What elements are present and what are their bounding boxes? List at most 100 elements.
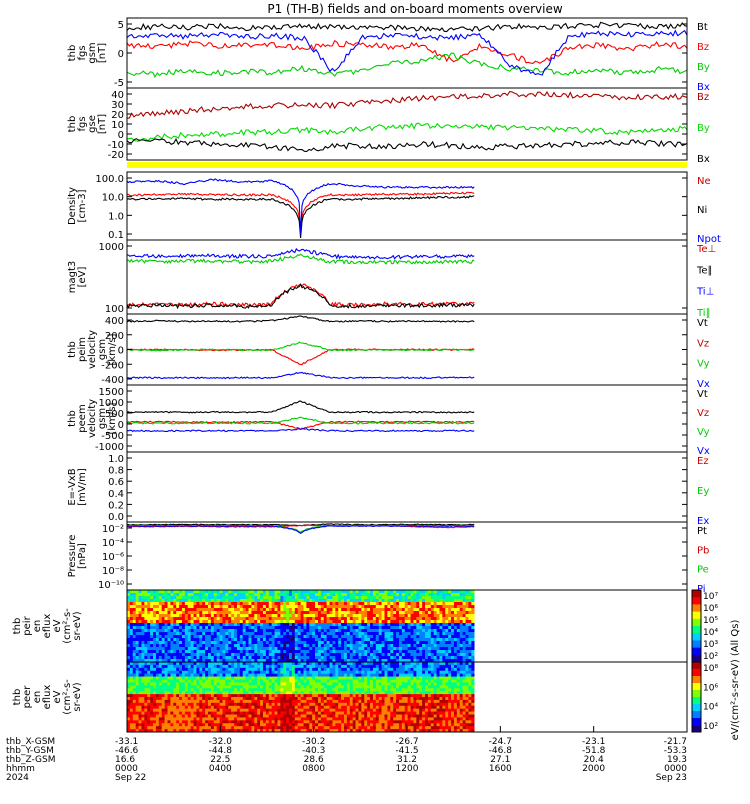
spectrogram-cell — [303, 641, 306, 644]
spectrogram-cell — [246, 620, 249, 623]
spectrogram-cell — [448, 626, 451, 629]
spectrogram-cell — [327, 726, 330, 729]
spectrogram-cell — [437, 635, 440, 638]
spectrogram-cell — [445, 650, 448, 653]
spectrogram-cell — [298, 605, 301, 608]
spectrogram-cell — [147, 720, 150, 723]
spectrogram-cell — [463, 650, 466, 653]
spectrogram-cell — [194, 700, 197, 703]
spectrogram-cell — [405, 617, 408, 620]
spectrogram-cell — [170, 703, 173, 706]
spectrogram-cell — [156, 614, 159, 617]
spectrogram-cell — [460, 623, 463, 626]
spectrogram-cell — [277, 717, 280, 720]
spectrogram-cell — [188, 608, 191, 611]
spectrogram-cell — [321, 629, 324, 632]
spectrogram-cell — [286, 617, 289, 620]
spectrogram-cell — [237, 703, 240, 706]
spectrogram-cell — [217, 691, 220, 694]
spectrogram-cell — [225, 712, 228, 715]
spectrogram-cell — [266, 700, 269, 703]
spectrogram-cell — [413, 596, 416, 599]
spectrogram-cell — [272, 717, 275, 720]
spectrogram-cell — [411, 635, 414, 638]
spectrogram-cell — [315, 709, 318, 712]
spectrogram-cell — [275, 688, 278, 691]
spectrogram-cell — [350, 688, 353, 691]
spectrogram-cell — [156, 599, 159, 602]
spectrogram-cell — [185, 605, 188, 608]
spectrogram-cell — [327, 680, 330, 683]
spectrogram-cell — [188, 717, 191, 720]
spectrogram-cell — [249, 703, 252, 706]
spectrogram-cell — [173, 668, 176, 671]
spectrogram-cell — [217, 632, 220, 635]
spectrogram-cell — [286, 720, 289, 723]
spectrogram-cell — [272, 715, 275, 718]
spectrogram-cell — [341, 726, 344, 729]
spectrogram-cell — [188, 632, 191, 635]
spectrogram-cell — [170, 602, 173, 605]
spectrogram-cell — [283, 629, 286, 632]
spectrogram-cell — [283, 671, 286, 674]
spectrogram-cell — [364, 650, 367, 653]
spectrogram-cell — [254, 694, 257, 697]
y-tick-label: 0.0 — [108, 512, 124, 523]
spectrogram-cell — [413, 614, 416, 617]
spectrogram-cell — [289, 596, 292, 599]
spectrogram-cell — [168, 617, 171, 620]
spectrogram-cell — [382, 596, 385, 599]
spectrogram-cell — [309, 647, 312, 650]
spectrogram-cell — [303, 626, 306, 629]
spectrogram-cell — [211, 723, 214, 726]
spectrogram-cell — [350, 674, 353, 677]
spectrogram-cell — [188, 593, 191, 596]
spectrogram-cell — [471, 617, 474, 620]
spectrogram-cell — [330, 700, 333, 703]
spectrogram-cell — [295, 617, 298, 620]
spectrogram-cell — [280, 605, 283, 608]
spectrogram-cell — [312, 703, 315, 706]
spectrogram-cell — [353, 674, 356, 677]
spectrogram-cell — [344, 641, 347, 644]
spectrogram-cell — [170, 626, 173, 629]
spectrogram-cell — [217, 626, 220, 629]
spectrogram-cell — [208, 703, 211, 706]
spectrogram-cell — [153, 641, 156, 644]
spectrogram-cell — [393, 656, 396, 659]
spectrogram-cell — [280, 617, 283, 620]
spectrogram-cell — [303, 700, 306, 703]
spectrogram-cell — [139, 677, 142, 680]
spectrogram-cell — [139, 671, 142, 674]
spectrogram-cell — [220, 611, 223, 614]
spectrogram-cell — [139, 599, 142, 602]
spectrogram-cell — [280, 715, 283, 718]
spectrogram-cell — [208, 656, 211, 659]
spectrogram-cell — [263, 674, 266, 677]
spectrogram-cell — [147, 608, 150, 611]
spectrogram-cell — [277, 629, 280, 632]
spectrogram-cell — [257, 641, 260, 644]
spectrogram-cell — [445, 632, 448, 635]
spectrogram-cell — [266, 644, 269, 647]
spectrogram-cell — [367, 632, 370, 635]
spectrogram-cell — [243, 694, 246, 697]
spectrogram-cell — [254, 629, 257, 632]
spectrogram-cell — [205, 703, 208, 706]
spectrogram-cell — [176, 720, 179, 723]
spectrogram-cell — [419, 605, 422, 608]
spectrogram-cell — [269, 641, 272, 644]
spectrogram-cell — [327, 671, 330, 674]
spectrogram-cell — [356, 599, 359, 602]
spectrogram-cell — [231, 650, 234, 653]
spectrogram-cell — [272, 593, 275, 596]
spectrogram-cell — [234, 700, 237, 703]
spectrogram-cell — [286, 709, 289, 712]
spectrogram-cell — [442, 641, 445, 644]
spectrogram-cell — [344, 720, 347, 723]
spectrogram-cell — [318, 653, 321, 656]
spectrogram-cell — [332, 712, 335, 715]
spectrogram-cell — [214, 691, 217, 694]
